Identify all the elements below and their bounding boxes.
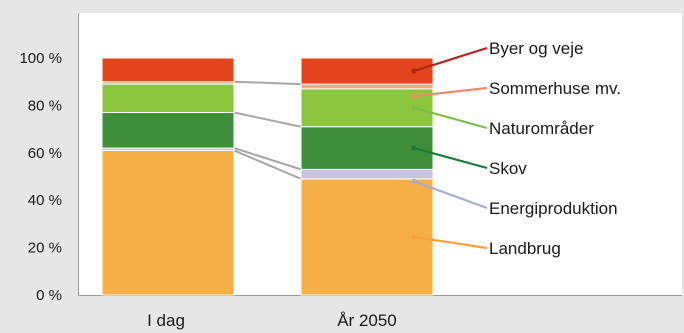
legend-label-skov: Skov [489, 159, 527, 178]
connector-line-landbrug [233, 149, 302, 180]
legend-leader-landbrug [413, 235, 488, 250]
legend-leader-lines [411, 46, 488, 250]
y-tick-label: 20 % [28, 240, 62, 257]
legend-label-landbrug: Landbrug [489, 239, 561, 258]
bar-segment-byer-og-veje [101, 57, 235, 83]
x-category-label: År 2050 [337, 311, 397, 330]
legend-leader-byer-og-veje [413, 46, 488, 73]
legend-leader-dot-landbrug [411, 234, 417, 240]
legend-leader-sommerhuse-mv [413, 86, 488, 98]
legend-label-sommerhuse-mv: Sommerhuse mv. [489, 79, 621, 98]
legend-leader-dot-sommerhuse-mv [411, 93, 417, 99]
bar-segment-skov [101, 112, 235, 149]
y-tick-label: 40 % [28, 192, 62, 209]
legend-leader-dot-naturomraader [411, 105, 417, 111]
bar-segment-landbrug [300, 178, 434, 296]
y-tick-label: 80 % [28, 97, 62, 114]
legend-label-naturomraader: Naturområder [489, 119, 594, 138]
connector-line-skov [233, 111, 302, 128]
y-tick-label: 60 % [28, 145, 62, 162]
legend-label-energiproduktion: Energiproduktion [489, 199, 618, 218]
y-tick-label: 0 % [36, 287, 62, 304]
legend-leader-naturomraader [413, 106, 488, 130]
bar-segment-energiproduktion [300, 168, 434, 180]
connector-line-energiproduktion [233, 147, 302, 171]
legend-leader-dot-skov [411, 145, 417, 151]
y-tick-label: 100 % [19, 50, 62, 67]
bar-segment-naturomraader [300, 88, 434, 128]
bar-segment-byer-og-veje [300, 57, 434, 85]
connector-lines [233, 80, 302, 180]
legend-leader-dot-energiproduktion [411, 178, 417, 184]
bar-segment-landbrug [101, 149, 235, 296]
bars-group [101, 57, 434, 296]
connector-line-sommerhuse-mv [233, 80, 302, 86]
x-axis-labels: I dag År 2050 [147, 311, 397, 330]
legend-label-byer-og-veje: Byer og veje [489, 39, 584, 58]
x-category-label: I dag [147, 311, 185, 330]
legend-leader-dot-byer-og-veje [411, 68, 417, 74]
bar-segment-naturomraader [101, 83, 235, 114]
y-axis-ticks: 0 % 20 % 40 % 60 % 80 % 100 % [19, 50, 62, 304]
legend: Byer og veje Sommerhuse mv. Naturområder Sk… [489, 39, 621, 258]
bar-segment-sommerhuse-mv [300, 83, 434, 90]
legend-leader-energiproduktion [413, 180, 488, 210]
legend-leader-skov [413, 146, 488, 170]
bar-segment-skov [300, 126, 434, 170]
